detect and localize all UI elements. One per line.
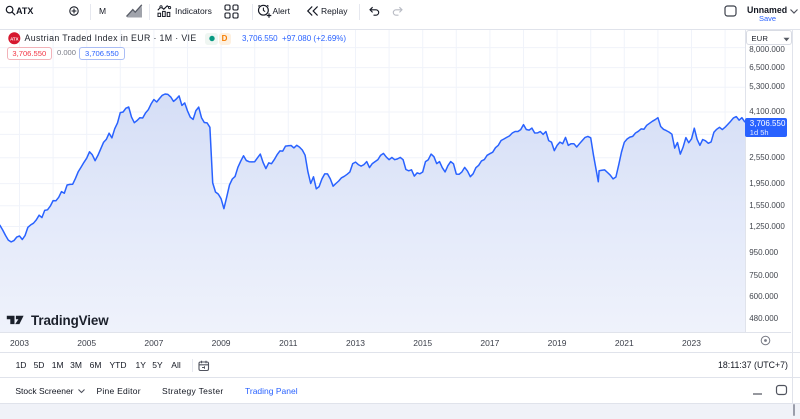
svg-text:ATX: ATX [10,36,19,41]
svg-text:TradingView: TradingView [31,314,109,328]
